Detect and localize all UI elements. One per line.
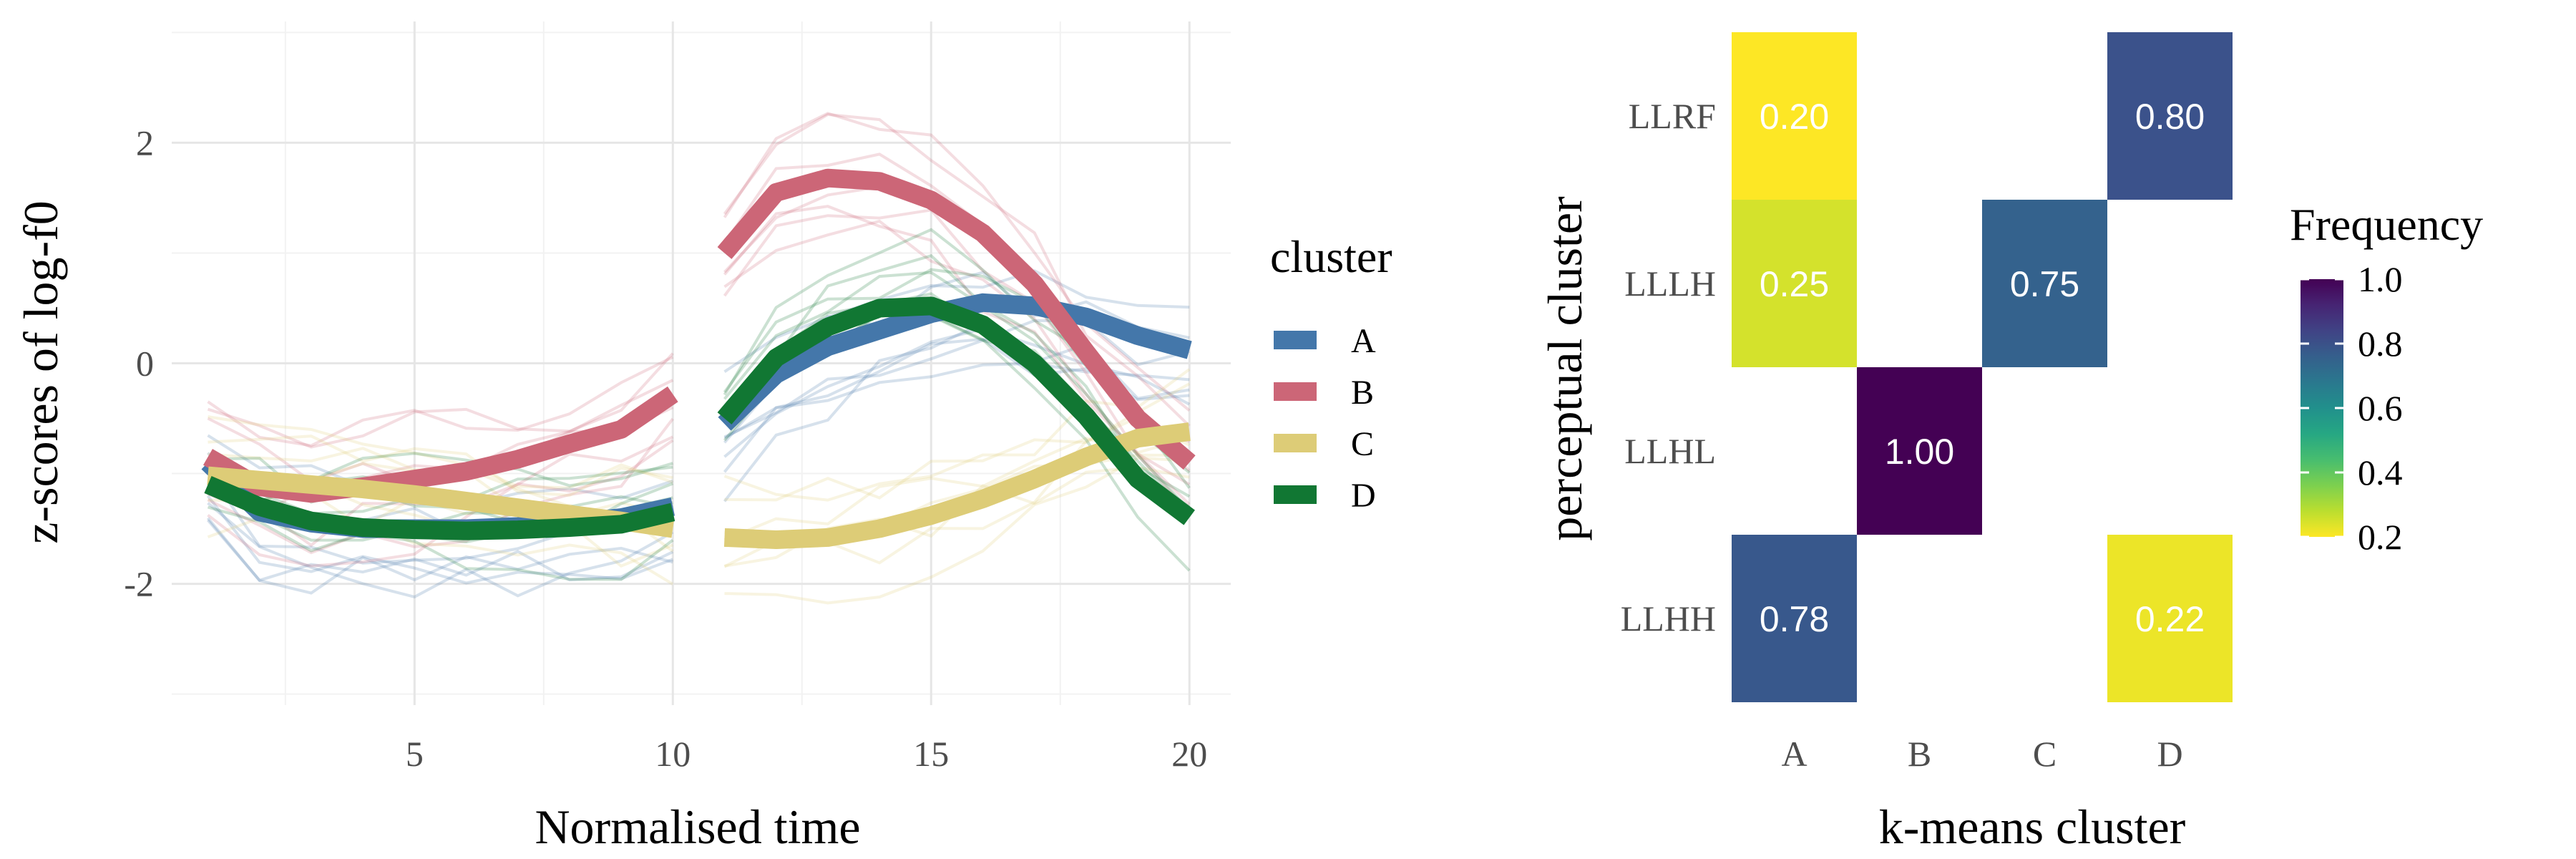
heatmap-x-tick-label: C: [2033, 734, 2057, 774]
trajectory-C: [208, 415, 673, 490]
trajectory-B: [207, 356, 674, 447]
mean-line-D: [204, 475, 675, 540]
cell-value-label: 0.75: [2010, 264, 2079, 304]
heatmap-cell: [2107, 535, 2233, 702]
line-chart-grid: [172, 21, 1231, 705]
x-tick-labels: 5 10 15 20: [406, 734, 1207, 774]
heatmap-x-tick-label: D: [2157, 734, 2182, 774]
y-tick-label: 2: [136, 122, 154, 162]
colorbar-tick-label: 0.2: [2358, 517, 2403, 557]
x-tick-label: 20: [1171, 734, 1207, 774]
heatmap-cell: [1732, 200, 1857, 367]
trajectory-B: [723, 205, 1191, 486]
heatmap-y-tick-label: LLHH: [1621, 598, 1716, 639]
x-tick-label: 5: [406, 734, 424, 774]
heatmap-cell: [1857, 367, 1982, 535]
heatmap-x-axis-title: k-means cluster: [1879, 800, 2186, 854]
legend-label-D: D: [1351, 477, 1376, 515]
colorbar-tick-label: 0.6: [2358, 388, 2403, 428]
colorbar-tick-label: 0.4: [2358, 452, 2403, 492]
heatmap-x-tick-label: A: [1781, 734, 1807, 774]
trajectory-A: [206, 517, 673, 595]
heatmap-y-axis-title: perceptual cluster: [1538, 196, 1592, 541]
cell-value-label: 1.00: [1885, 432, 1954, 472]
legend-label-B: B: [1351, 374, 1374, 412]
cluster-mean-lines: [201, 168, 1196, 549]
trajectory-B: [723, 208, 1191, 506]
heatmap-y-tick-label: LLHL: [1624, 431, 1716, 471]
trajectory-D: [723, 271, 1191, 511]
trajectory-B: [207, 352, 674, 449]
y-tick-labels: -2 0 2: [124, 122, 154, 603]
heatmap-cell: [2107, 32, 2233, 200]
heatmap-x-tick-label: B: [1908, 734, 1931, 774]
cell-value-label: 0.25: [1760, 264, 1829, 304]
mean-line-D: [717, 296, 1195, 525]
colorbar-tick-label: 1.0: [2358, 259, 2403, 299]
trajectory-A: [206, 495, 674, 585]
trajectory-A: [723, 319, 1190, 439]
heatmap-cells: 0.20 0.80 0.25 0.75 1.00 0.78 0.22: [1732, 32, 2233, 702]
heatmap-cell: [1732, 32, 1857, 200]
trajectory-C: [724, 382, 1191, 502]
heatmap-y-tick-label: LLRF: [1629, 96, 1716, 136]
y-tick-label: 0: [136, 344, 154, 384]
heatmap-x-tick-labels: A B C D: [1781, 734, 2182, 774]
heatmap-cell: [1982, 200, 2107, 367]
cell-value-label: 0.20: [1760, 97, 1829, 137]
trajectory-C: [724, 456, 1190, 605]
cell-value-label: 0.22: [2135, 599, 2205, 639]
trajectory-D: [723, 253, 1191, 508]
cell-value-label: 0.80: [2135, 97, 2205, 137]
trajectory-C: [208, 435, 673, 498]
legend-title: cluster: [1270, 231, 1392, 282]
cell-value-label: 0.78: [1760, 599, 1829, 639]
x-tick-label: 15: [913, 734, 949, 774]
heatmap-y-tick-label: LLLH: [1624, 263, 1716, 304]
trajectory-B: [723, 112, 1191, 412]
trajectory-C: [723, 368, 1191, 502]
trajectory-A: [206, 519, 674, 582]
legend-label-C: C: [1351, 425, 1374, 463]
heatmap-y-tick-labels: LLRF LLLH LLHL LLHH: [1621, 96, 1716, 639]
x-tick-label: 10: [655, 734, 691, 774]
trajectory-B: [207, 417, 674, 555]
trajectory-B: [723, 112, 1191, 427]
mean-line-B: [717, 168, 1196, 470]
y-axis-title: z-scores of log-f0: [14, 200, 68, 544]
legend-label-A: A: [1351, 322, 1376, 360]
y-tick-label: -2: [124, 564, 154, 604]
line-chart: 5 10 15 20 -2 0 2 Normalised time z-scores of…: [14, 21, 1392, 854]
trajectory-D: [207, 505, 674, 581]
trajectory-A: [207, 502, 674, 599]
individual-trajectories: [206, 112, 1191, 605]
heatmap-cell: [1732, 535, 1857, 702]
colorbar-title: Frequency: [2290, 199, 2483, 250]
trajectory-B: [723, 219, 1191, 514]
colorbar-tick-label: 0.8: [2358, 324, 2403, 364]
trajectory-A: [723, 269, 1190, 373]
x-axis-title: Normalised time: [535, 800, 860, 854]
frequency-colorbar: Frequency 1.0 0.8 0.6 0.4 0.2: [2290, 199, 2483, 557]
